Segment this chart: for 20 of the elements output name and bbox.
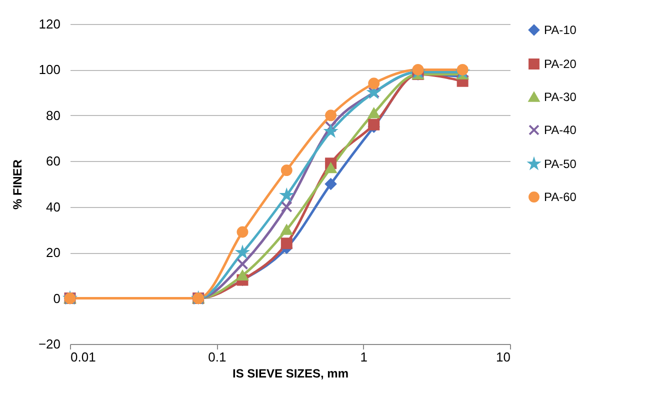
x-tick-label: 0.1 <box>208 350 226 364</box>
x-axis-title: IS SIEVE SIZES, mm <box>232 366 349 380</box>
y-tick-label: 60 <box>46 154 60 169</box>
legend-label: PA-30 <box>544 90 577 104</box>
x-tick-label: 0.01 <box>70 350 96 364</box>
y-tick-label: −20 <box>38 336 60 352</box>
y-axis-title: % FINER <box>10 159 24 210</box>
legend-label: PA-10 <box>544 23 577 37</box>
y-tick-label: 20 <box>46 245 60 260</box>
y-tick-label: 120 <box>38 16 60 32</box>
legend-label: PA-20 <box>544 57 577 71</box>
y-tick-label: 100 <box>38 62 60 78</box>
y-tick-label: 0 <box>53 290 60 306</box>
x-tick-label: 1 <box>360 350 368 364</box>
legend-label: PA-50 <box>544 157 577 171</box>
x-tick-label: 10 <box>496 350 510 364</box>
y-tick-label: 80 <box>46 108 60 123</box>
legend-label: PA-60 <box>544 190 577 204</box>
y-tick-label: 40 <box>46 199 60 214</box>
legend-label: PA-40 <box>544 123 577 137</box>
